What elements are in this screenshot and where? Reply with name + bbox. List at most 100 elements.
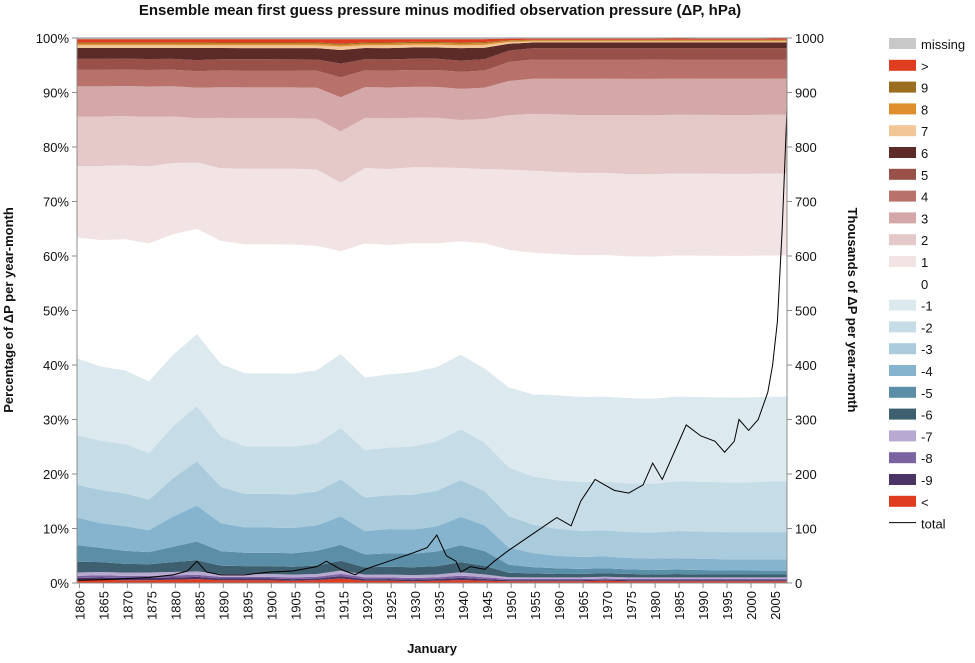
area-series-4 (77, 59, 787, 98)
area-series--5 (77, 541, 787, 575)
y-left-tick-label: 40% (43, 358, 69, 373)
legend-swatch--9 (889, 474, 916, 485)
area-series--4 (77, 505, 787, 571)
series-line-total (76, 108, 788, 581)
legend-label-<: < (921, 495, 929, 510)
x-tick-label: 1955 (528, 591, 543, 620)
legend-swatch-missing (889, 38, 916, 49)
legend-swatch--5 (889, 386, 916, 398)
legend-label-missing: missing (921, 37, 965, 52)
legend-swatch-1 (889, 256, 916, 267)
y-right-tick-label: 900 (795, 86, 817, 101)
x-tick-label: 1880 (168, 591, 183, 620)
legend-label-1: 1 (921, 255, 928, 270)
x-tick-label: 1995 (720, 591, 735, 620)
legend-label-3: 3 (921, 211, 928, 226)
y-right-tick-label: 0 (795, 576, 802, 591)
legend-swatch--8 (889, 452, 916, 464)
legend-swatch-8 (889, 103, 916, 115)
x-axis-label: January (407, 641, 458, 656)
chart-title: Ensemble mean first guess pressure minus… (139, 2, 741, 19)
area-series--9 (77, 576, 787, 582)
area-series-8 (77, 40, 787, 47)
legend-label-8: 8 (921, 102, 928, 117)
legend-label--8: -8 (921, 451, 933, 466)
legend-swatch--7 (889, 430, 916, 442)
y-left-tick-label: 90% (43, 86, 69, 101)
area-series--3 (77, 461, 787, 560)
area-series--8 (77, 573, 787, 581)
plot-area (76, 38, 788, 583)
area-series-3 (77, 78, 787, 132)
area-series-7 (77, 41, 787, 50)
x-tick-label: 1915 (336, 591, 351, 620)
legend-label-7: 7 (921, 124, 928, 139)
x-tick-label: 1885 (192, 591, 207, 620)
legend-label--6: -6 (921, 408, 933, 423)
legend-swatch--6 (889, 408, 916, 420)
x-tick-label: 1990 (696, 591, 711, 620)
x-tick-label: 1925 (384, 591, 399, 620)
legend-label->: > (921, 59, 929, 74)
y-right-tick-label: 500 (795, 304, 817, 319)
legend-swatch-0 (888, 277, 917, 290)
x-tick-label: 1875 (144, 591, 159, 620)
area-series--2 (77, 405, 787, 533)
x-tick-label: 1985 (672, 591, 687, 620)
x-tick-label: 1870 (120, 591, 135, 620)
x-tick-label: 1950 (504, 591, 519, 620)
y-left-tick-label: 80% (43, 140, 69, 155)
x-tick-label: 1945 (480, 591, 495, 620)
x-tick-label: 1960 (552, 591, 567, 620)
legend-swatch-3 (889, 212, 916, 224)
legend-label--9: -9 (921, 473, 933, 488)
y-left-tick-label: 100% (36, 31, 70, 46)
legend-label--7: -7 (921, 429, 933, 444)
area-series-2 (77, 113, 787, 183)
x-tick-label: 1980 (648, 591, 663, 620)
legend-label--1: -1 (921, 299, 933, 314)
area-series--6 (77, 560, 787, 578)
x-tick-label: 1895 (240, 591, 255, 620)
y-right-tick-label: 1000 (795, 31, 824, 46)
y-axis-right-label: Thousands of ΔP per year-month (845, 208, 860, 413)
x-tick-label: 2005 (768, 591, 783, 620)
legend-swatch-> (889, 59, 916, 71)
y-left-tick-label: 20% (43, 467, 69, 482)
y-right-tick-label: 600 (795, 249, 817, 264)
x-tick-label: 1970 (600, 591, 615, 620)
legend-label--2: -2 (921, 320, 933, 335)
area-series-< (77, 578, 787, 583)
axes: 0% 10% 20% 30% 40% 50% 60% 70% 80% 90% 100% 0 100 200… (36, 31, 824, 620)
x-tick-label: 1860 (72, 591, 87, 620)
y-right-tick-label: 800 (795, 140, 817, 155)
area-series-9 (77, 39, 787, 45)
x-tick-label: 1935 (432, 591, 447, 620)
legend-swatch-7 (889, 125, 916, 137)
legend-swatch-6 (889, 147, 916, 158)
legend-label-5: 5 (921, 168, 928, 183)
y-left-tick-label: 70% (43, 195, 69, 210)
y-left-tick-label: 30% (43, 413, 69, 428)
y-left-tick-label: 60% (43, 249, 69, 264)
x-tick-label: 1930 (408, 591, 423, 620)
legend-label--4: -4 (921, 364, 933, 379)
legend-swatch--2 (889, 321, 916, 333)
legend-label-6: 6 (921, 146, 928, 161)
x-tick-label: 1905 (288, 591, 303, 620)
legend-swatch-2 (889, 234, 916, 246)
area-series-0 (77, 228, 787, 399)
x-tick-label: 1865 (96, 591, 111, 620)
y-right-tick-label: 100 (795, 522, 817, 537)
legend-label-9: 9 (921, 81, 928, 96)
legend-label--5: -5 (921, 386, 933, 401)
y-axis-left-label: Percentage of ΔP per year-month (1, 207, 16, 413)
legend-label-4: 4 (921, 190, 928, 205)
legend-swatch--1 (889, 299, 916, 311)
y-right-tick-label: 400 (795, 358, 817, 373)
y-left-tick-label: 0% (50, 576, 69, 591)
x-tick-label: 1890 (216, 591, 231, 620)
x-tick-label: 2000 (744, 591, 759, 620)
x-tick-label: 1975 (624, 591, 639, 620)
